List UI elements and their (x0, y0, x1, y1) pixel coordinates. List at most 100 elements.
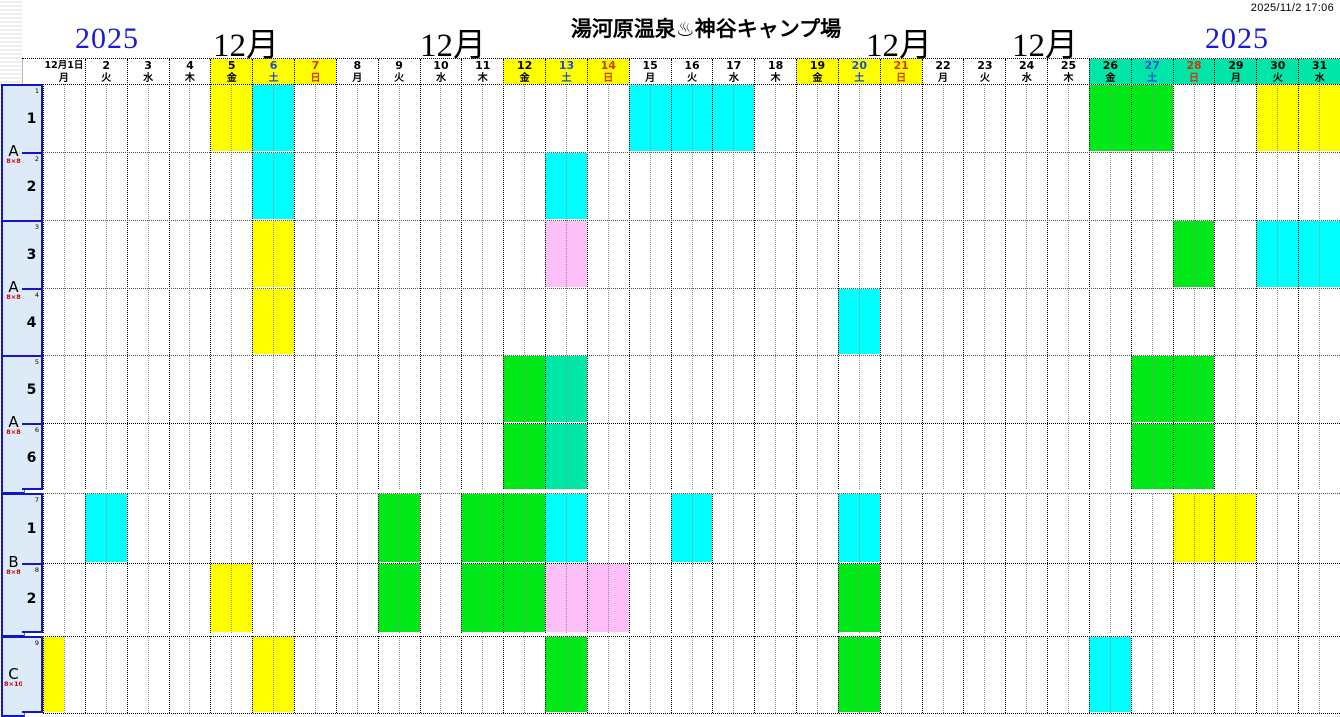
reservation-block[interactable] (837, 289, 880, 354)
reservation-block[interactable] (461, 494, 546, 562)
section-group-a[interactable]: A 8×8 (1, 355, 25, 494)
row-label-9[interactable]: 9 (22, 636, 43, 713)
section-separator (43, 633, 1340, 636)
reservation-block[interactable] (1130, 424, 1215, 489)
date-number: 28 (1186, 59, 1202, 72)
reservation-block[interactable] (210, 85, 253, 151)
date-header-cell[interactable]: 25 木 (1047, 59, 1089, 85)
grid-half-day-line (1193, 84, 1195, 713)
reservation-block[interactable] (43, 637, 64, 712)
grid-half-day-line (440, 84, 442, 713)
reservation-block[interactable] (1256, 85, 1340, 151)
reservation-block[interactable] (252, 153, 295, 219)
date-number: 15 (642, 59, 658, 72)
section-letter: B (8, 553, 19, 571)
date-header-cell[interactable]: 10 水 (419, 59, 462, 85)
date-header-cell[interactable]: 19 金 (796, 59, 838, 85)
date-header-cell[interactable]: 11 木 (461, 59, 503, 85)
grid-day-line (837, 84, 839, 713)
reservation-block[interactable] (210, 564, 253, 632)
grid-half-day-line (649, 84, 651, 713)
date-header-cell[interactable]: 14 日 (586, 59, 629, 85)
grid-day-line (168, 84, 170, 713)
date-header-cell[interactable]: 18 木 (754, 59, 796, 85)
date-header-cell[interactable]: 12月1日月 (43, 59, 85, 85)
reservation-block[interactable] (1088, 85, 1173, 151)
weekday-label: 火 (394, 73, 405, 84)
reservation-block[interactable] (837, 494, 880, 562)
date-header-cell[interactable]: 27 土 (1130, 59, 1173, 85)
reservation-block[interactable] (252, 289, 295, 354)
section-group-c[interactable]: C 8×10 (1, 636, 25, 717)
date-header-cell[interactable]: 29 月 (1214, 59, 1257, 85)
grid-half-day-line (817, 84, 819, 713)
row-index: 1 (34, 87, 39, 95)
reservation-block[interactable] (377, 494, 420, 562)
date-header-cell[interactable]: 26 金 (1088, 59, 1131, 85)
grid-day-line (252, 84, 254, 713)
booking-grid[interactable] (43, 84, 1340, 714)
date-header-cell[interactable]: 16 火 (670, 59, 713, 85)
reservation-block[interactable] (670, 494, 713, 562)
date-header-cell[interactable]: 24 水 (1005, 59, 1047, 85)
reservation-block[interactable] (1256, 221, 1340, 287)
date-number: 12月1日 (44, 60, 84, 71)
reservation-block[interactable] (503, 356, 546, 422)
date-header-cell[interactable]: 21 日 (879, 59, 922, 85)
row-index: 3 (34, 223, 39, 231)
row-number: 2 (26, 179, 37, 195)
date-header-cell[interactable]: 12 金 (503, 59, 546, 85)
reservation-block[interactable] (377, 564, 420, 632)
row-number: 6 (26, 449, 37, 466)
grid-day-line (796, 84, 798, 713)
reservation-block[interactable] (837, 564, 880, 632)
reservation-block[interactable] (252, 637, 295, 712)
date-number: 2 (102, 59, 111, 72)
date-header-cell[interactable]: 31 水 (1298, 59, 1340, 85)
date-header-cell[interactable]: 15 月 (628, 59, 671, 85)
grid-half-day-line (858, 84, 860, 713)
reservation-block[interactable] (837, 637, 880, 712)
date-header-cell[interactable]: 17 水 (712, 59, 754, 85)
date-header-cell[interactable]: 30 火 (1256, 59, 1299, 85)
date-header-cell[interactable]: 23 火 (963, 59, 1005, 85)
reservation-block[interactable] (252, 85, 295, 151)
date-header-cell[interactable]: 28 日 (1172, 59, 1215, 85)
reservation-block[interactable] (1172, 221, 1215, 287)
date-number: 25 (1060, 59, 1077, 72)
weekday-label: 水 (143, 73, 154, 84)
section-group-a[interactable]: A 8×8 (1, 84, 25, 224)
grid-day-line (126, 84, 128, 713)
reservation-block[interactable] (252, 221, 295, 287)
date-number: 29 (1228, 59, 1244, 72)
grid-row-line (43, 563, 1340, 564)
weekday-label: 日 (1189, 73, 1200, 84)
date-header-cell[interactable]: 13 土 (545, 59, 587, 85)
grid-half-day-line (607, 84, 609, 713)
reservation-block[interactable] (84, 494, 127, 562)
reservation-block[interactable] (461, 564, 546, 632)
reservation-block[interactable] (1130, 356, 1215, 422)
reservation-block[interactable] (1088, 637, 1131, 712)
reservation-block[interactable] (503, 424, 546, 489)
date-number: 22 (935, 59, 951, 72)
date-header-cell[interactable]: 20 土 (837, 59, 880, 85)
row-number: 1 (26, 111, 37, 127)
date-header-cell[interactable]: 22 月 (921, 59, 964, 85)
